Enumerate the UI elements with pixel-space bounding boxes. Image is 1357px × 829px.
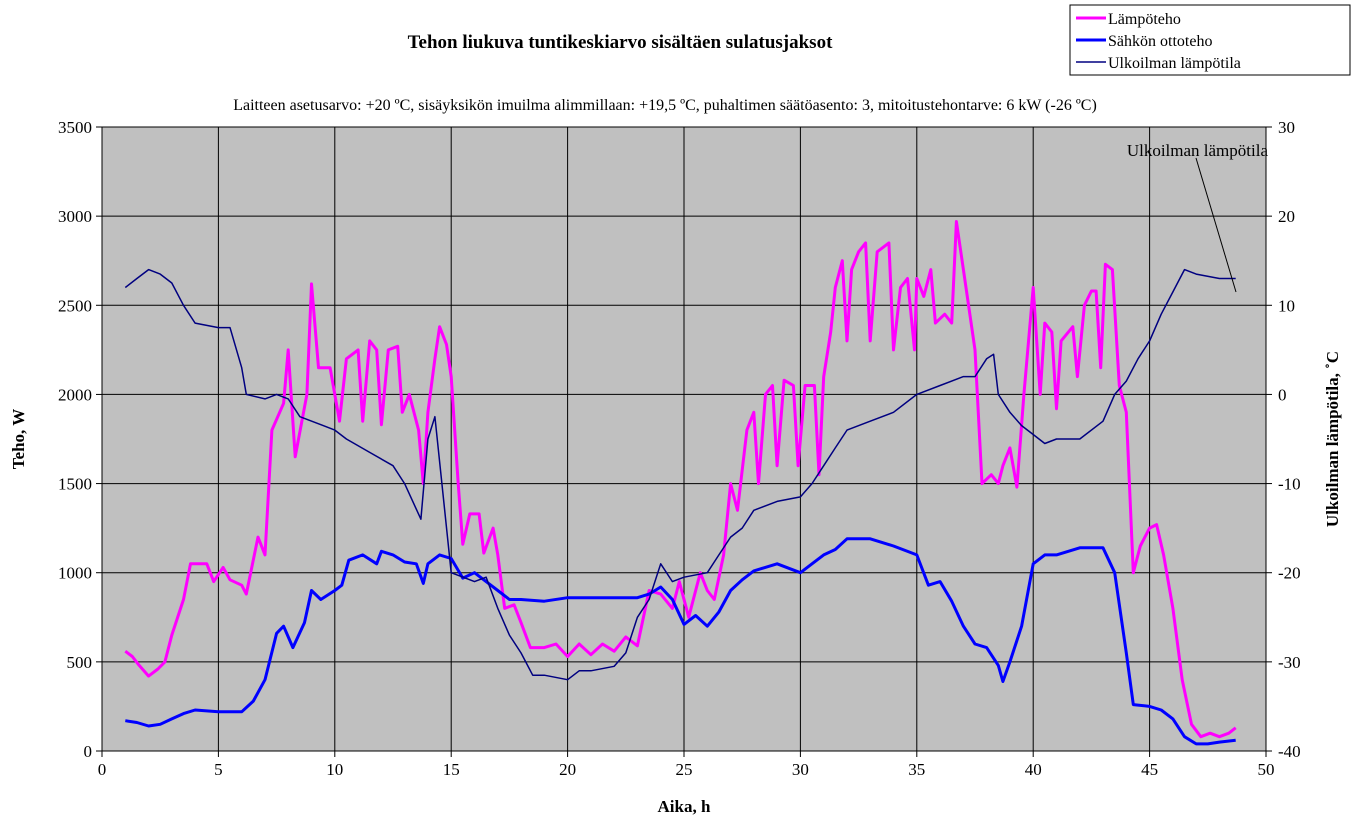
x-tick-label: 10 [326, 760, 343, 779]
y2-tick-label: -10 [1278, 475, 1301, 494]
x-tick-label: 15 [443, 760, 460, 779]
x-tick-label: 25 [676, 760, 693, 779]
x-tick-label: 40 [1025, 760, 1042, 779]
y2-tick-label: 30 [1278, 118, 1295, 137]
legend-label: Sähkön ottoteho [1108, 33, 1212, 50]
x-tick-label: 0 [98, 760, 107, 779]
x-tick-label: 5 [214, 760, 223, 779]
y-tick-label: 1000 [58, 564, 92, 583]
y-tick-label: 500 [67, 653, 93, 672]
legend-label: Ulkoilman lämpötila [1108, 55, 1241, 72]
subtitle: Laitteen asetusarvo: +20 ºC, sisäyksikön… [233, 97, 1097, 114]
x-tick-label: 35 [908, 760, 925, 779]
x-tick-label: 20 [559, 760, 576, 779]
x-tick-label: 30 [792, 760, 809, 779]
y-tick-label: 3000 [58, 207, 92, 226]
series-line [124, 268, 1236, 681]
y2-axis-label: Ulkoilman lämpötila, ˚C [1323, 351, 1342, 527]
annotation: Ulkoilman lämpötila [1127, 141, 1269, 160]
y2-tick-label: 20 [1278, 207, 1295, 226]
y-tick-label: 3500 [58, 118, 92, 137]
x-tick-label: 50 [1258, 760, 1275, 779]
legend-box [1069, 4, 1351, 76]
y2-tick-label: -20 [1278, 564, 1301, 583]
x-tick-label: 45 [1141, 760, 1158, 779]
y-tick-label: 2000 [58, 385, 92, 404]
y-axis-label: Teho, W [9, 409, 28, 469]
y2-tick-label: -40 [1278, 742, 1301, 761]
y2-tick-label: 10 [1278, 296, 1295, 315]
series-line [124, 220, 1237, 739]
legend-label: Lämpöteho [1108, 11, 1181, 28]
x-axis-label: Aika, h [658, 797, 711, 816]
series-line [125, 537, 1236, 746]
annotation-leader [1195, 157, 1237, 293]
y-tick-label: 1500 [58, 475, 92, 494]
y2-tick-label: -30 [1278, 653, 1301, 672]
y-tick-label: 2500 [58, 296, 92, 315]
chart-title: Tehon liukuva tuntikeskiarvo sisältäen s… [408, 32, 833, 53]
y2-tick-label: 0 [1278, 385, 1287, 404]
y-tick-label: 0 [84, 742, 93, 761]
plot-border [101, 126, 1267, 752]
